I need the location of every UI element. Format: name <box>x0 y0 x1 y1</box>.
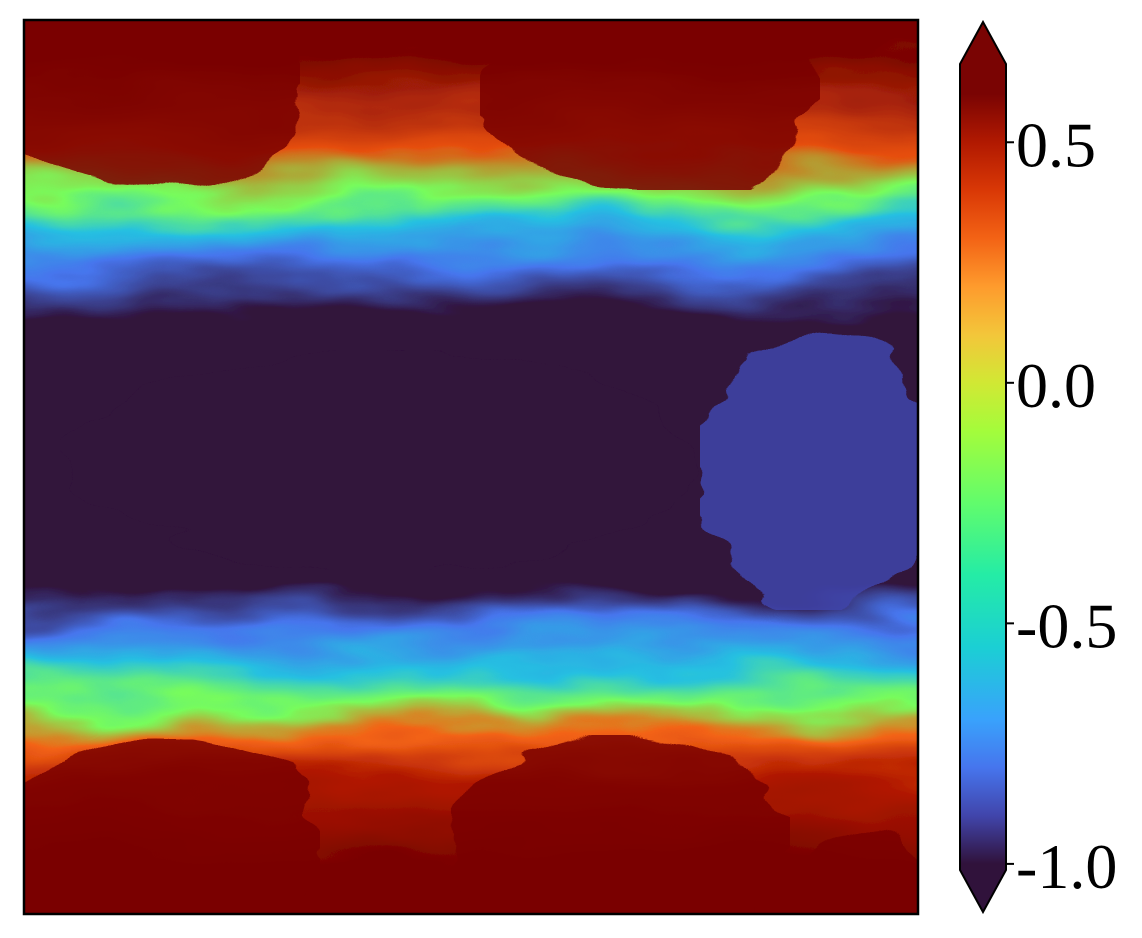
heatmap-patch <box>480 20 820 190</box>
heatmap-patch <box>810 820 918 914</box>
heatmap-patch <box>24 735 320 914</box>
heatmap-patch <box>24 20 300 190</box>
colorbar: 0.5 0.0 -0.5 -1.0 <box>959 19 1117 915</box>
colorbar-tick-label: 0.0 <box>1016 350 1096 421</box>
heatmap-patch <box>700 330 918 610</box>
heatmap-patch <box>450 735 790 914</box>
colorbar-ticks: 0.5 0.0 -0.5 -1.0 <box>1006 109 1117 902</box>
heatmap-blobs <box>24 20 918 914</box>
plot-area <box>24 20 918 914</box>
colorbar-tick-label: -1.0 <box>1016 831 1117 902</box>
colorbar-tick-label: -0.5 <box>1016 590 1117 661</box>
colorbar-body <box>959 19 1007 915</box>
heatmap-patch <box>60 350 700 570</box>
plot-frame <box>22 18 920 916</box>
colorbar-tick-label: 0.5 <box>1016 109 1096 180</box>
